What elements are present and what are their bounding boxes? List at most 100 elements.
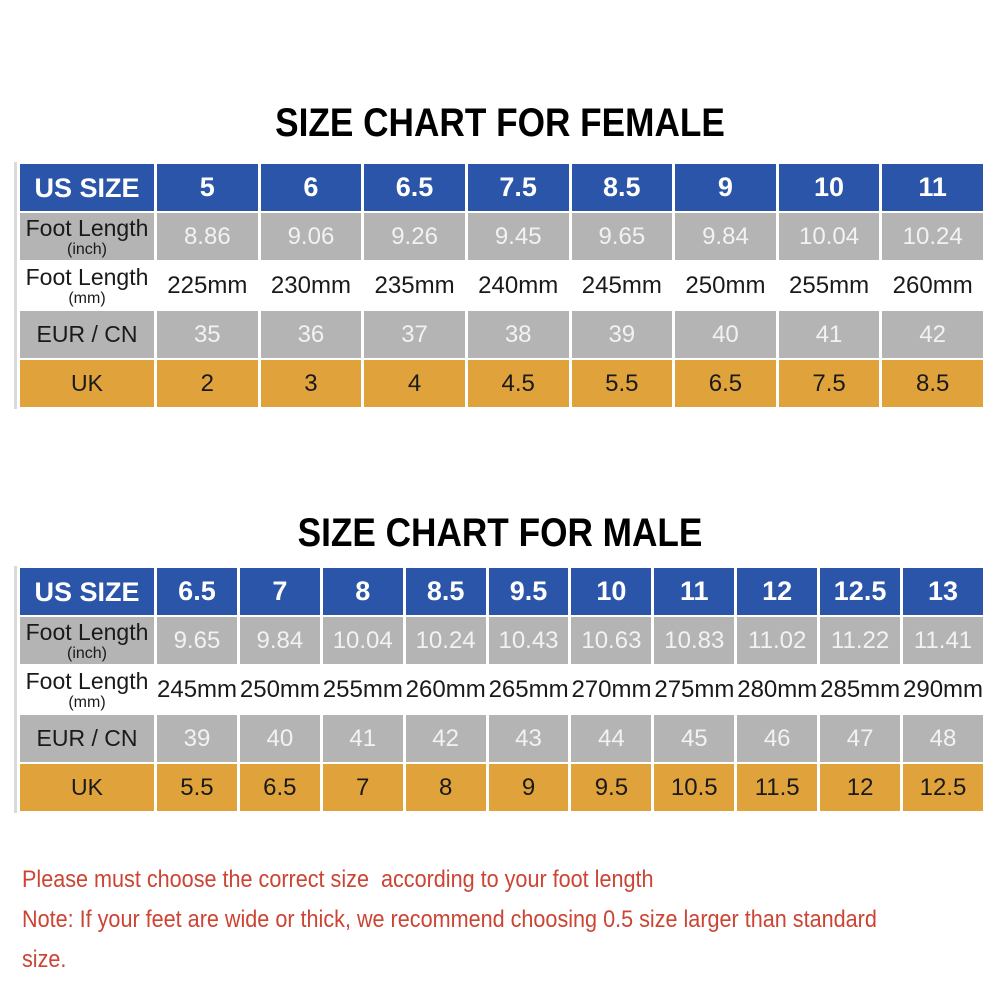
row-label-eur-cn: EUR / CN	[20, 715, 154, 762]
row-label-uk: UK	[20, 764, 154, 811]
size-cell: 9.65	[571, 213, 673, 260]
size-cell: 4	[364, 360, 465, 407]
row-label-unit: (inch)	[66, 644, 107, 662]
size-cell: 235mm	[364, 262, 465, 309]
row-label-text: US SIZE	[34, 576, 140, 607]
size-cell: 38	[467, 311, 569, 358]
table-row: US SIZE 5 6 6.5 7.5 8.5 9 10 11	[20, 164, 983, 211]
table-row: Foot Length (mm) 225mm 230mm 235mm 240mm 245mm…	[20, 262, 983, 309]
size-cell: 245mm	[571, 262, 673, 309]
row-label-eur-cn: EUR / CN	[20, 311, 154, 358]
size-cell: 10.43	[488, 617, 569, 664]
size-cell: 240mm	[467, 262, 569, 309]
female-section: SIZE CHART FOR FEMALE US SIZE 5 6 6.5 7.5 8.5…	[0, 0, 1000, 409]
size-cell: 10.83	[654, 617, 735, 664]
size-cell: 13	[903, 568, 983, 615]
size-cell: 42	[405, 715, 486, 762]
size-cell: 4.5	[467, 360, 569, 407]
row-label-unit: (mm)	[68, 693, 106, 711]
size-cell: 10.24	[882, 213, 983, 260]
size-cell: 260mm	[882, 262, 983, 309]
size-cell: 40	[239, 715, 320, 762]
row-label-text: EUR / CN	[36, 725, 138, 751]
size-cell: 37	[364, 311, 465, 358]
row-label-text: Foot Length	[25, 618, 149, 645]
row-label-text: Foot Length	[25, 263, 149, 290]
size-cell: 45	[654, 715, 735, 762]
footnote-choose-correct-size: Please must choose the correct size acco…	[22, 866, 654, 893]
size-cell: 250mm	[239, 666, 320, 713]
row-label-foot-length: Foot Length (mm)	[20, 262, 154, 309]
size-cell: 8.5	[571, 164, 673, 211]
row-label-text: UK	[71, 370, 103, 396]
female-size-table: US SIZE 5 6 6.5 7.5 8.5 9 10 11 Foot Length (inch)…	[14, 162, 986, 409]
table-row: UK 5.5 6.5 7 8 9 9.5 10.5 11.5 12 12.5	[20, 764, 983, 811]
row-label-text: EUR / CN	[36, 321, 138, 347]
size-cell: 265mm	[488, 666, 569, 713]
size-cell: 12.5	[903, 764, 983, 811]
size-cell: 3	[260, 360, 362, 407]
row-label-text: Foot Length	[25, 667, 149, 694]
size-cell: 12	[820, 764, 901, 811]
size-cell: 40	[675, 311, 776, 358]
size-cell: 11.02	[737, 617, 818, 664]
table-row: Foot Length (mm) 245mm 250mm 255mm 260mm 265mm…	[20, 666, 983, 713]
row-label-us-size: US SIZE	[20, 568, 154, 615]
size-cell: 9	[675, 164, 776, 211]
size-cell: 10.5	[654, 764, 735, 811]
size-cell: 10	[778, 164, 880, 211]
table-row: EUR / CN 39 40 41 42 43 44 45 46 47 48	[20, 715, 983, 762]
size-cell: 7	[322, 764, 403, 811]
male-size-table: US SIZE 6.5 7 8 8.5 9.5 10 11 12 12.5 13 Foot Lengt…	[14, 566, 986, 813]
size-cell: 11	[882, 164, 983, 211]
size-cell: 255mm	[778, 262, 880, 309]
size-cell: 230mm	[260, 262, 362, 309]
size-cell: 8	[405, 764, 486, 811]
size-cell: 255mm	[322, 666, 403, 713]
size-cell: 10.63	[571, 617, 652, 664]
size-cell: 41	[778, 311, 880, 358]
size-cell: 6.5	[157, 568, 237, 615]
table-row: Foot Length (inch) 8.86 9.06 9.26 9.45 9.65 9.8…	[20, 213, 983, 260]
footnotes: Please must choose the correct size acco…	[22, 860, 1000, 980]
size-cell: 35	[157, 311, 258, 358]
footnote-wide-feet-recommendation: Note: If your feet are wide or thick, we…	[22, 906, 883, 973]
size-cell: 9.5	[488, 568, 569, 615]
size-cell: 47	[820, 715, 901, 762]
size-cell: 9	[488, 764, 569, 811]
size-cell: 11.22	[820, 617, 901, 664]
size-cell: 7.5	[778, 360, 880, 407]
size-cell: 2	[157, 360, 258, 407]
size-cell: 9.06	[260, 213, 362, 260]
size-cell: 270mm	[571, 666, 651, 713]
size-cell: 7	[239, 568, 320, 615]
row-label-foot-length: Foot Length (inch)	[20, 617, 154, 664]
size-cell: 5	[157, 164, 258, 211]
size-cell: 9.45	[467, 213, 569, 260]
size-cell: 10.04	[322, 617, 403, 664]
table-row: UK 2 3 4 4.5 5.5 6.5 7.5 8.5	[20, 360, 983, 407]
size-cell: 5.5	[157, 764, 237, 811]
size-cell: 10	[571, 568, 652, 615]
table-row: EUR / CN 35 36 37 38 39 40 41 42	[20, 311, 983, 358]
size-cell: 8.5	[882, 360, 983, 407]
row-label-unit: (inch)	[66, 240, 107, 258]
size-cell: 9.84	[675, 213, 776, 260]
size-cell: 12.5	[820, 568, 901, 615]
size-cell: 11	[654, 568, 735, 615]
size-cell: 6	[260, 164, 362, 211]
size-cell: 280mm	[737, 666, 817, 713]
size-cell: 9.26	[364, 213, 465, 260]
size-cell: 245mm	[157, 666, 237, 713]
size-cell: 290mm	[903, 666, 983, 713]
size-cell: 225mm	[157, 262, 258, 309]
size-cell: 7.5	[467, 164, 569, 211]
size-cell: 48	[903, 715, 983, 762]
row-label-us-size: US SIZE	[20, 164, 154, 211]
row-label-text: Foot Length	[25, 214, 149, 241]
size-cell: 275mm	[654, 666, 734, 713]
table-row: US SIZE 6.5 7 8 8.5 9.5 10 11 12 12.5 13	[20, 568, 983, 615]
row-label-unit: (mm)	[68, 289, 106, 307]
size-cell: 11.5	[737, 764, 818, 811]
